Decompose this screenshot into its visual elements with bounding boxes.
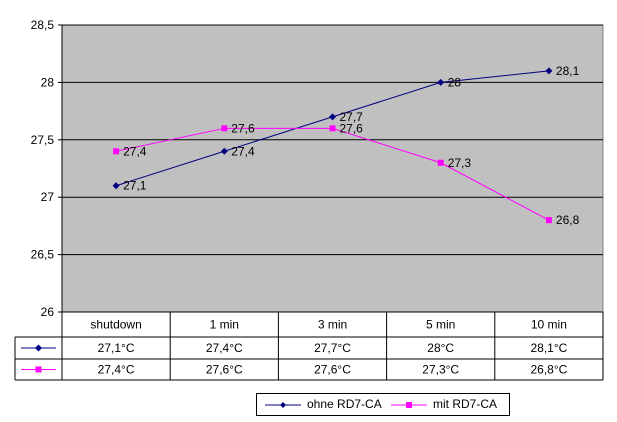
data-point-series-2 [329,125,336,132]
table-cell-series-1: 27,4°C [206,341,243,355]
table-cell-series-1: 28°C [427,341,454,355]
plot-area [61,24,604,313]
data-point-series-2 [113,148,120,155]
table-key-square-icon [35,366,42,373]
table-cell-series-1: 27,7°C [314,341,351,355]
x-tick-label: 5 min [426,318,455,332]
data-label-series-1: 27,4 [231,144,255,158]
x-tick-label: 1 min [210,318,239,332]
table-cell-series-2: 27,4°C [98,363,135,377]
data-label-series-1: 27,1 [123,179,147,193]
y-tick-label: 26,5 [31,248,55,262]
data-label-series-2: 27,3 [448,156,472,170]
data-label-series-1: 28,1 [556,64,580,78]
data-point-series-2 [545,217,552,224]
data-point-series-1 [329,113,336,121]
table-cell-series-2: 27,3°C [422,363,459,377]
data-point-series-1 [112,182,120,190]
x-tick-label: 10 min [531,318,567,332]
data-label-series-2: 27,6 [340,121,364,135]
table-cell-series-1: 28,1°C [530,341,567,355]
y-tick-label: 27 [41,190,55,204]
table-cell-series-2: 27,6°C [314,363,351,377]
data-label-series-2: 26,8 [556,213,580,227]
data-label-series-2: 27,6 [231,121,255,135]
table-cell-series-2: 26,8°C [530,363,567,377]
data-label-series-1: 27,7 [340,110,364,124]
y-tick-label: 28 [41,75,55,89]
data-point-series-1 [220,147,228,155]
data-point-series-1 [545,67,553,75]
data-point-series-2 [221,125,228,132]
y-tick-label: 28,5 [31,18,55,32]
data-label-series-2: 27,4 [123,144,147,158]
data-point-series-2 [437,159,444,166]
data-point-series-1 [437,78,445,86]
table-cell-series-1: 27,1°C [98,341,135,355]
y-tick-label: 27,5 [31,133,55,147]
legend-label-series-1: ohne RD7-CA [307,397,382,411]
data-label-series-1: 28 [448,75,462,89]
legend-marker-square-icon [391,402,427,408]
legend-marker-diamond-icon [265,402,301,408]
table-cell-series-2: 27,6°C [206,363,243,377]
table-key-diamond-icon [35,344,42,352]
y-tick-label: 26 [41,305,55,319]
legend: ohne RD7-CA mit RD7-CA [256,393,510,416]
x-tick-label: 3 min [318,318,347,332]
x-tick-label: shutdown [90,318,141,332]
legend-label-series-2: mit RD7-CA [433,397,498,411]
